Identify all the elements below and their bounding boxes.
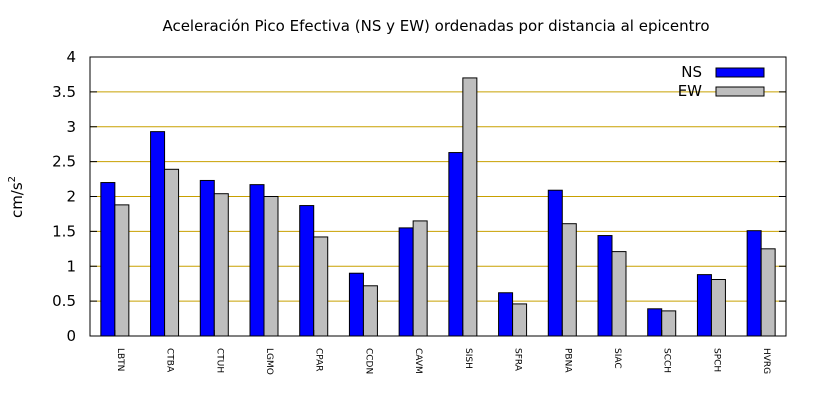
x-tick-label: CTBA: [165, 348, 175, 373]
legend-swatch-ew: [715, 86, 765, 97]
bar-ns-spch: [696, 274, 712, 337]
bar-ns-ctuh: [199, 179, 215, 337]
bar-ns-scch: [647, 308, 663, 337]
x-tick-label: HVRG: [761, 348, 771, 374]
x-tick-label: CPAR: [314, 348, 324, 372]
y-tick-label: 2.5: [52, 153, 76, 171]
bar-ew-pbna: [561, 223, 577, 337]
y-tick-label: 1: [66, 257, 76, 275]
x-tick-label: LBTN: [115, 348, 125, 371]
legend-swatch-ns: [715, 67, 765, 78]
y-axis-label-unit: cm/s: [8, 182, 26, 218]
bar-ns-siac: [597, 235, 613, 337]
legend-label-ew: EW: [678, 82, 702, 100]
bar-ew-cpar: [313, 236, 329, 337]
chart-title: Aceleración Pico Efectiva (NS y EW) orde…: [162, 17, 709, 35]
y-tick-label: 1.5: [52, 222, 76, 240]
bar-ew-lgmo: [263, 196, 279, 337]
bar-ew-ctuh: [213, 193, 229, 337]
x-tick-label: PBNA: [562, 348, 572, 373]
bar-ew-siac: [611, 251, 627, 337]
y-tick-label: 3.5: [52, 83, 76, 101]
y-axis-label: cm/s2: [7, 176, 26, 218]
bar-ew-hvrg: [760, 248, 776, 337]
y-axis-label-superscript: 2: [7, 176, 18, 182]
x-tick-label: SCCH: [662, 348, 672, 373]
grid-lines: [90, 91, 786, 302]
y-tick-label: 2: [66, 188, 76, 206]
bar-ew-ccdn: [362, 285, 378, 337]
bar-ew-spch: [710, 279, 726, 337]
bar-ew-lbtn: [114, 204, 130, 337]
bar-ns-hvrg: [746, 230, 762, 337]
x-tick-label: LGMO: [264, 348, 274, 375]
x-tick-label: SISH: [463, 348, 473, 369]
bar-ns-cpar: [299, 205, 315, 337]
bar-ns-sish: [448, 152, 464, 337]
x-tick-label: SFRA: [513, 348, 523, 372]
bar-ns-pbna: [547, 189, 563, 337]
y-tick-label: 3: [66, 118, 76, 136]
bar-ns-lbtn: [100, 182, 116, 337]
bar-ns-lgmo: [249, 184, 265, 337]
x-tick-label: SPCH: [711, 348, 721, 372]
y-tick-label: 0: [66, 327, 76, 345]
x-tick-label: CCDN: [363, 348, 373, 374]
x-tick-labels: LBTN CTBA CTUH LGMO CPAR CCDN CAVM SISH SFRA PBNA…: [115, 348, 771, 375]
y-tick-label: 0.5: [52, 292, 76, 310]
bar-ns-ctba: [150, 131, 166, 337]
bar-ew-scch: [661, 310, 677, 337]
bar-ns-ccdn: [348, 272, 364, 337]
x-tick-label: CTUH: [214, 348, 224, 373]
bar-ew-sish: [462, 77, 478, 337]
bar-ew-ctba: [164, 168, 180, 337]
bars: [100, 77, 776, 337]
x-tick-label: CAVM: [413, 348, 423, 374]
y-ticks: 0 0.5 1 1.5 2 2.5 3 3.5 4: [52, 48, 786, 345]
y-tick-label: 4: [66, 48, 76, 66]
bar-ew-sfra: [512, 303, 528, 337]
bar-ew-cavm: [412, 220, 428, 337]
bar-ns-sfra: [498, 292, 514, 337]
bar-ns-cavm: [398, 227, 414, 337]
legend-label-ns: NS: [681, 63, 702, 81]
x-tick-label: SIAC: [612, 348, 622, 369]
